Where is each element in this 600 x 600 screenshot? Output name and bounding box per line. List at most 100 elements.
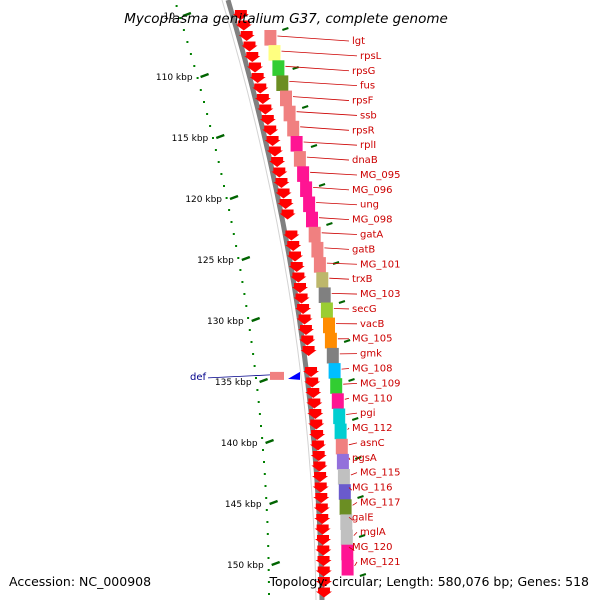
cds-arrow [312,472,329,482]
gc-dot-track [175,5,270,595]
feature-block [280,90,292,107]
cds-arrow [314,514,331,524]
feature-block [297,166,310,182]
cds-arrow [315,545,332,556]
cds-arrow [314,524,331,535]
feature-block [308,226,321,243]
tick-label: 140 kbp [221,439,258,449]
cds-arrow [232,10,249,20]
feature-block [333,408,346,425]
gene-label: mglA [360,527,386,538]
gene-label: MG_117 [360,497,400,508]
cds-arrow [273,178,290,188]
genome-backbone [221,0,325,600]
feature-block [293,151,306,167]
feature-block [323,317,335,334]
gene-label: fus [360,81,375,92]
cds-arrow [295,304,312,314]
cds-arrow [257,104,274,115]
cds-arrow [235,20,252,31]
gene-label: rpsF [352,96,374,107]
cds-arrow [275,188,292,199]
gene-label: rpsL [360,51,382,62]
genome-summary-text: Topology: circular; Length: 580,076 bp; … [269,574,590,589]
cds-arrow [300,346,317,356]
gene-label: dnaB [352,155,378,166]
tick-label: 120 kbp [185,195,222,205]
cds-arrow [264,136,281,146]
gene-label: lgt [352,36,365,47]
reverse-arrow [288,371,300,380]
feature-block [330,378,343,394]
cds-arrow [310,451,327,461]
cds-arrow [291,283,308,293]
feature-block [338,484,351,500]
gene-label: asnC [360,438,385,449]
gene-label: pgsA [352,453,377,464]
tick-label: 110 kbp [156,73,193,83]
kbp-tick-marks: 10 110 kbp 115 kbp 120 kbp 125 kbp 130 kbp 135… [156,11,367,577]
cds-arrow [293,293,310,304]
feature-block [341,559,354,576]
gene-label: MG_096 [352,185,392,196]
feature-block [287,120,300,137]
feature-color-track [264,30,354,576]
cds-arrow [306,398,323,409]
feature-block [324,332,337,349]
cds-arrow [309,440,326,451]
map-title: Mycoplasma genitalium G37, complete geno… [124,11,448,27]
cds-arrow [303,367,320,377]
cds-arrow [285,241,302,251]
gene-label: MG_112 [352,423,392,434]
feature-block [264,30,277,46]
feature-block [326,347,339,364]
feature-block [341,544,354,561]
cds-arrow [252,83,269,94]
gene-label: MG_116 [352,483,392,494]
feature-block [340,529,353,546]
tick-label: 10 [163,12,175,22]
gene-label: MG_110 [352,393,392,404]
gene-label: rplI [360,140,376,151]
gene-label: MG_098 [352,215,392,226]
cds-arrow [290,272,307,283]
feature-block [328,363,341,379]
cds-arrow [277,199,294,209]
feature-block [339,499,352,515]
gene-label: MG_121 [360,557,400,568]
gene-label: pgi [360,408,375,419]
feature-block [336,453,349,470]
feature-block [300,181,313,197]
cds-arrow [262,125,279,136]
cds-arrow [296,314,313,325]
feature-block [268,45,281,61]
cds-arrow [305,388,322,398]
cds-arrow [313,493,330,503]
cds-arrow [307,409,324,419]
gene-label: MG_095 [360,170,400,181]
cds-arrow [286,251,303,262]
cds-arrow [299,335,316,346]
cds-arrow [283,230,300,241]
cds-arrow [308,419,325,430]
cds-arrow [246,62,263,73]
gene-label: MG_120 [352,542,392,553]
gene-label: vacB [360,319,385,330]
gene-label: ung [360,200,379,211]
feature-block [272,60,285,76]
forward-cds-track [232,10,332,598]
tick-label: 145 kbp [225,500,262,510]
reverse-gene-block [270,371,284,380]
cds-arrow [315,587,332,598]
gene-label: MG_103 [360,289,400,300]
cds-arrow [259,115,276,125]
cds-arrow [313,503,330,514]
cds-arrow [241,41,258,52]
feature-block [334,423,347,440]
cds-arrow [314,535,331,545]
feature-block [331,393,344,409]
feature-block [283,105,296,122]
gene-label: MG_105 [352,334,392,345]
feature-block [340,514,353,530]
